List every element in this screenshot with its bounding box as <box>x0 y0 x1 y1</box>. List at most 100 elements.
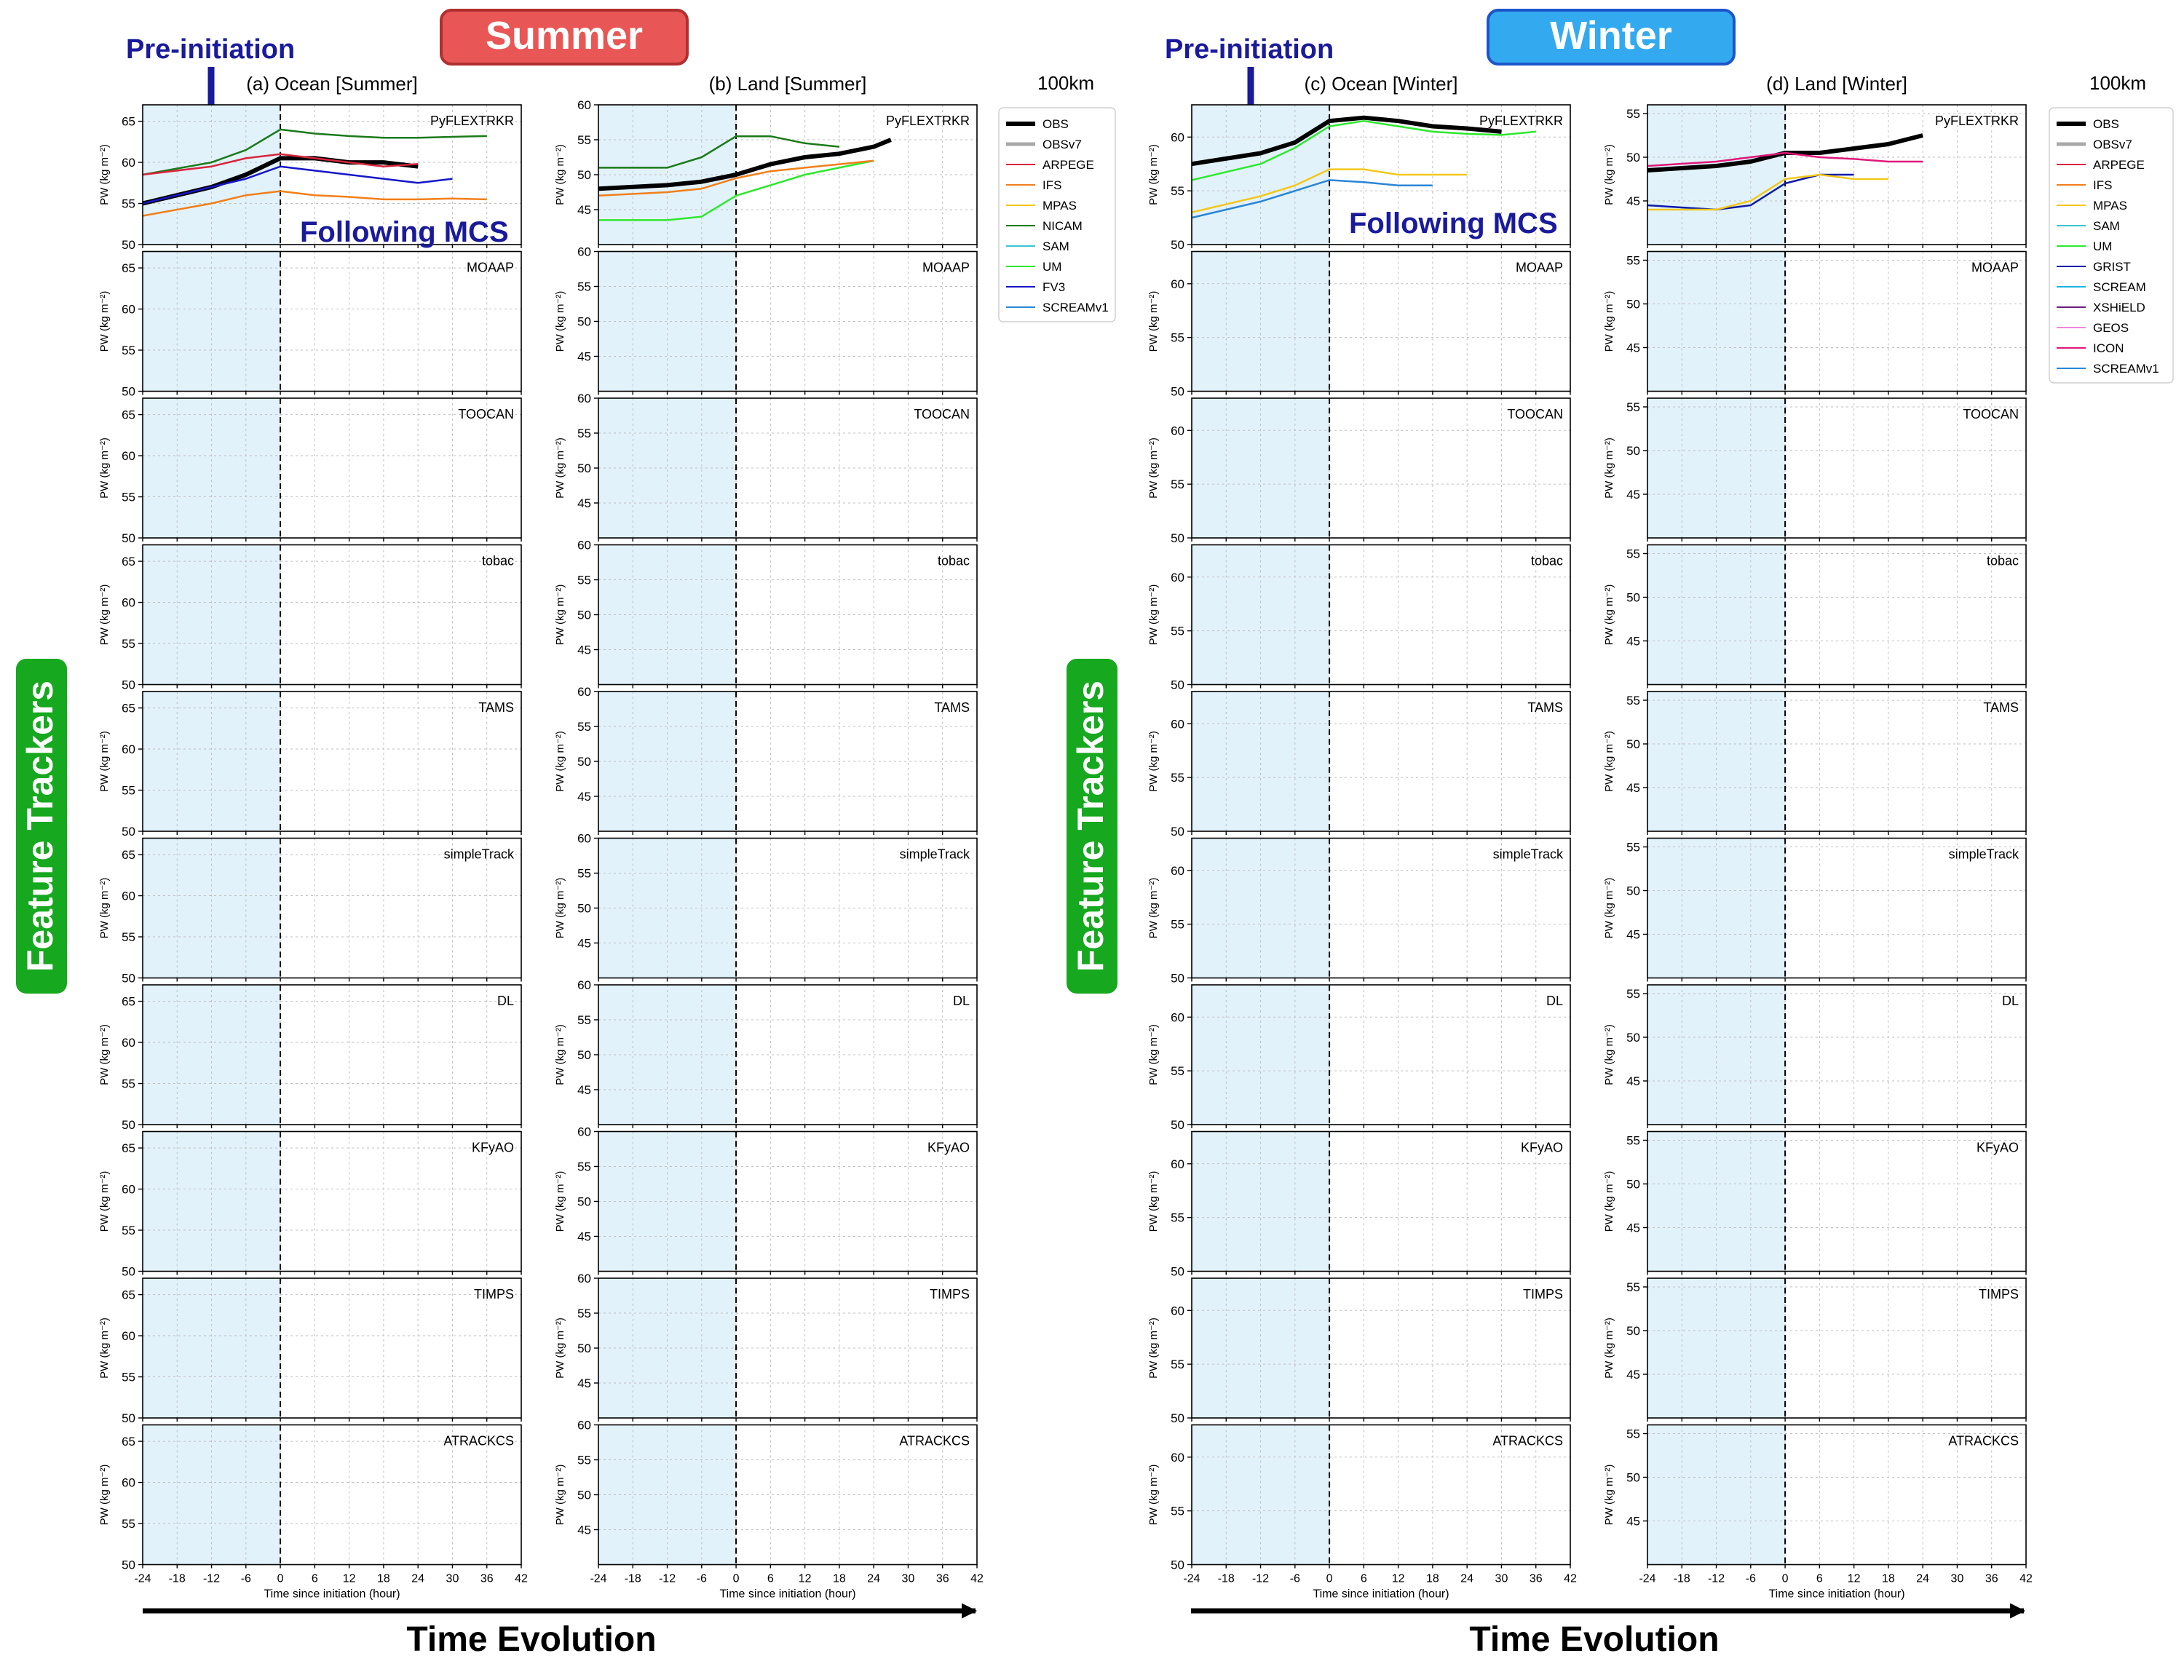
panel-2-atrackcs: 50 55 60 PW (kg m⁻²) ATRACKCS -24 -18 -12 -6 0 6 12… <box>1147 1424 1577 1601</box>
xtick-label: 30 <box>902 1573 915 1585</box>
panel-2-tobac: 50 55 60 PW (kg m⁻²) tobac <box>1147 544 1571 692</box>
xtick-label: -12 <box>1252 1573 1269 1585</box>
ytick-label: 65 <box>122 1141 135 1155</box>
ytick-label: 55 <box>577 1013 591 1027</box>
time-evolution-label-winter: Time Evolution <box>1469 1620 1719 1659</box>
xtick-label: 42 <box>1564 1573 1577 1585</box>
feature-trackers-badge-left: Feature Trackers <box>16 659 67 994</box>
tracker-label: MOAAP <box>922 261 970 275</box>
panel-frame <box>1647 837 2027 979</box>
tracker-label: TAMS <box>1527 700 1563 715</box>
panel-frame <box>142 837 522 979</box>
ytick-label: 55 <box>1171 1358 1184 1371</box>
ytick-label: 55 <box>1626 254 1640 268</box>
ytick-label: 60 <box>122 156 135 170</box>
ytick-label: 55 <box>577 427 591 440</box>
ytick-label: 55 <box>1171 771 1184 785</box>
ytick-label: 45 <box>1626 928 1640 942</box>
y-axis-label: PW (kg m⁻²) <box>1147 585 1160 646</box>
xtick-label: 30 <box>1495 1573 1508 1585</box>
ytick-label: 55 <box>577 1454 591 1467</box>
panel-frame <box>1191 1424 1571 1566</box>
tracker-label: ATRACKCS <box>443 1434 514 1449</box>
xtick-label: 6 <box>1361 1573 1367 1585</box>
ytick-label: 50 <box>1171 678 1184 692</box>
panel-2-dl: 50 55 60 PW (kg m⁻²) DL <box>1147 984 1571 1132</box>
ytick-label: 50 <box>1626 151 1640 165</box>
ytick-label: 60 <box>1171 1157 1184 1171</box>
legend-group: OBS OBSv7 ARPEGE IFS MPAS NICAM SAM UM FV3 SCREAM… <box>998 107 2174 384</box>
ytick-label: 55 <box>122 344 135 357</box>
series-line-mpas <box>1647 173 1888 211</box>
panel-0-pyflextrkr: 50 55 60 65 PW (kg m⁻²) PyFLEXTRKR <box>98 104 522 252</box>
legend-label-ifs: IFS <box>1042 178 1061 192</box>
tracker-label: MOAAP <box>1971 261 2019 275</box>
ytick-label: 45 <box>577 1376 591 1390</box>
y-axis-label: PW (kg m⁻²) <box>1147 1318 1160 1379</box>
panel-2-kfyao: 50 55 60 PW (kg m⁻²) KFyAO <box>1147 1130 1571 1279</box>
following-mcs-label-winter: Following MCS <box>1349 207 1558 239</box>
tracker-label: tobac <box>1987 554 2019 568</box>
panel-frame <box>142 1424 522 1566</box>
tracker-label: TAMS <box>1983 700 2019 715</box>
xtick-label: -6 <box>1290 1573 1300 1585</box>
pre-initiation-shading <box>598 251 737 392</box>
ytick-label: 65 <box>122 848 135 862</box>
pre-initiation-shading <box>1192 398 1330 538</box>
tracker-label: TIMPS <box>474 1287 514 1301</box>
legend-summer: OBS OBSv7 ARPEGE IFS MPAS NICAM SAM UM FV3 SCREAM… <box>998 107 1116 322</box>
ytick-label: 60 <box>1171 1010 1184 1024</box>
ytick-label: 50 <box>1171 1558 1184 1572</box>
ytick-label: 50 <box>1626 737 1640 751</box>
pre-initiation-shading <box>1647 985 1786 1125</box>
xtick-label: 18 <box>377 1573 390 1585</box>
ytick-label: 50 <box>577 461 591 475</box>
y-axis-label: PW (kg m⁻²) <box>1147 1171 1160 1232</box>
ytick-label: 65 <box>122 261 135 275</box>
series-line-arpege <box>142 153 419 176</box>
y-axis-label: PW (kg m⁻²) <box>554 1465 566 1526</box>
xtick-label: 36 <box>480 1573 494 1585</box>
xtick-label: 12 <box>799 1573 812 1585</box>
ytick-label: 60 <box>577 1419 591 1433</box>
tracker-label: tobac <box>938 554 970 568</box>
ytick-label: 60 <box>1171 571 1184 585</box>
legend-label-scream: SCREAM <box>2093 280 2146 294</box>
xtick-label: 42 <box>515 1573 528 1585</box>
panel-frame <box>1647 104 2027 245</box>
y-axis-label: PW (kg m⁻²) <box>554 144 566 205</box>
legend-label-mpas: MPAS <box>2093 199 2127 213</box>
summer-badge-label: Summer <box>486 14 643 58</box>
panel-frame <box>1647 984 2027 1125</box>
ytick-label: 55 <box>122 491 135 504</box>
ytick-label: 60 <box>577 1125 591 1139</box>
tracker-label: KFyAO <box>927 1141 970 1155</box>
pre-initiation-shading <box>143 838 281 978</box>
ytick-label: 55 <box>577 867 591 881</box>
y-axis-label: PW (kg m⁻²) <box>98 291 111 352</box>
panel-frame <box>1647 1424 2027 1566</box>
y-axis-label: PW (kg m⁻²) <box>1147 144 1160 205</box>
ytick-label: 50 <box>1626 444 1640 458</box>
xtick-label: 18 <box>833 1573 846 1585</box>
ytick-label: 55 <box>122 784 135 798</box>
legend-label-obs: OBS <box>2093 117 2119 131</box>
ytick-label: 50 <box>1626 591 1640 605</box>
ytick-label: 55 <box>577 133 591 147</box>
panel-3-atrackcs: 45 50 55 PW (kg m⁻²) ATRACKCS -24 -18 -12 -6 0 6 12… <box>1603 1424 2033 1601</box>
y-axis-label: PW (kg m⁻²) <box>98 1024 111 1085</box>
ytick-label: 45 <box>577 350 591 364</box>
tracker-label: PyFLEXTRKR <box>886 114 970 128</box>
series-line-nicam <box>142 128 487 176</box>
panel-2-simpletrack: 50 55 60 PW (kg m⁻²) simpleTrack <box>1147 837 1571 986</box>
ytick-label: 55 <box>577 1160 591 1174</box>
x-axis-label: Time since initiation (hour) <box>264 1588 400 1601</box>
panel-frame <box>142 104 522 245</box>
x-axis-label: Time since initiation (hour) <box>1313 1588 1449 1601</box>
ytick-label: 50 <box>577 1342 591 1355</box>
panel-0-moaap: 50 55 60 65 PW (kg m⁻²) MOAAP <box>98 250 522 399</box>
feature-trackers-label-right: Feature Trackers <box>1070 681 1111 972</box>
ytick-label: 55 <box>1626 1427 1640 1441</box>
